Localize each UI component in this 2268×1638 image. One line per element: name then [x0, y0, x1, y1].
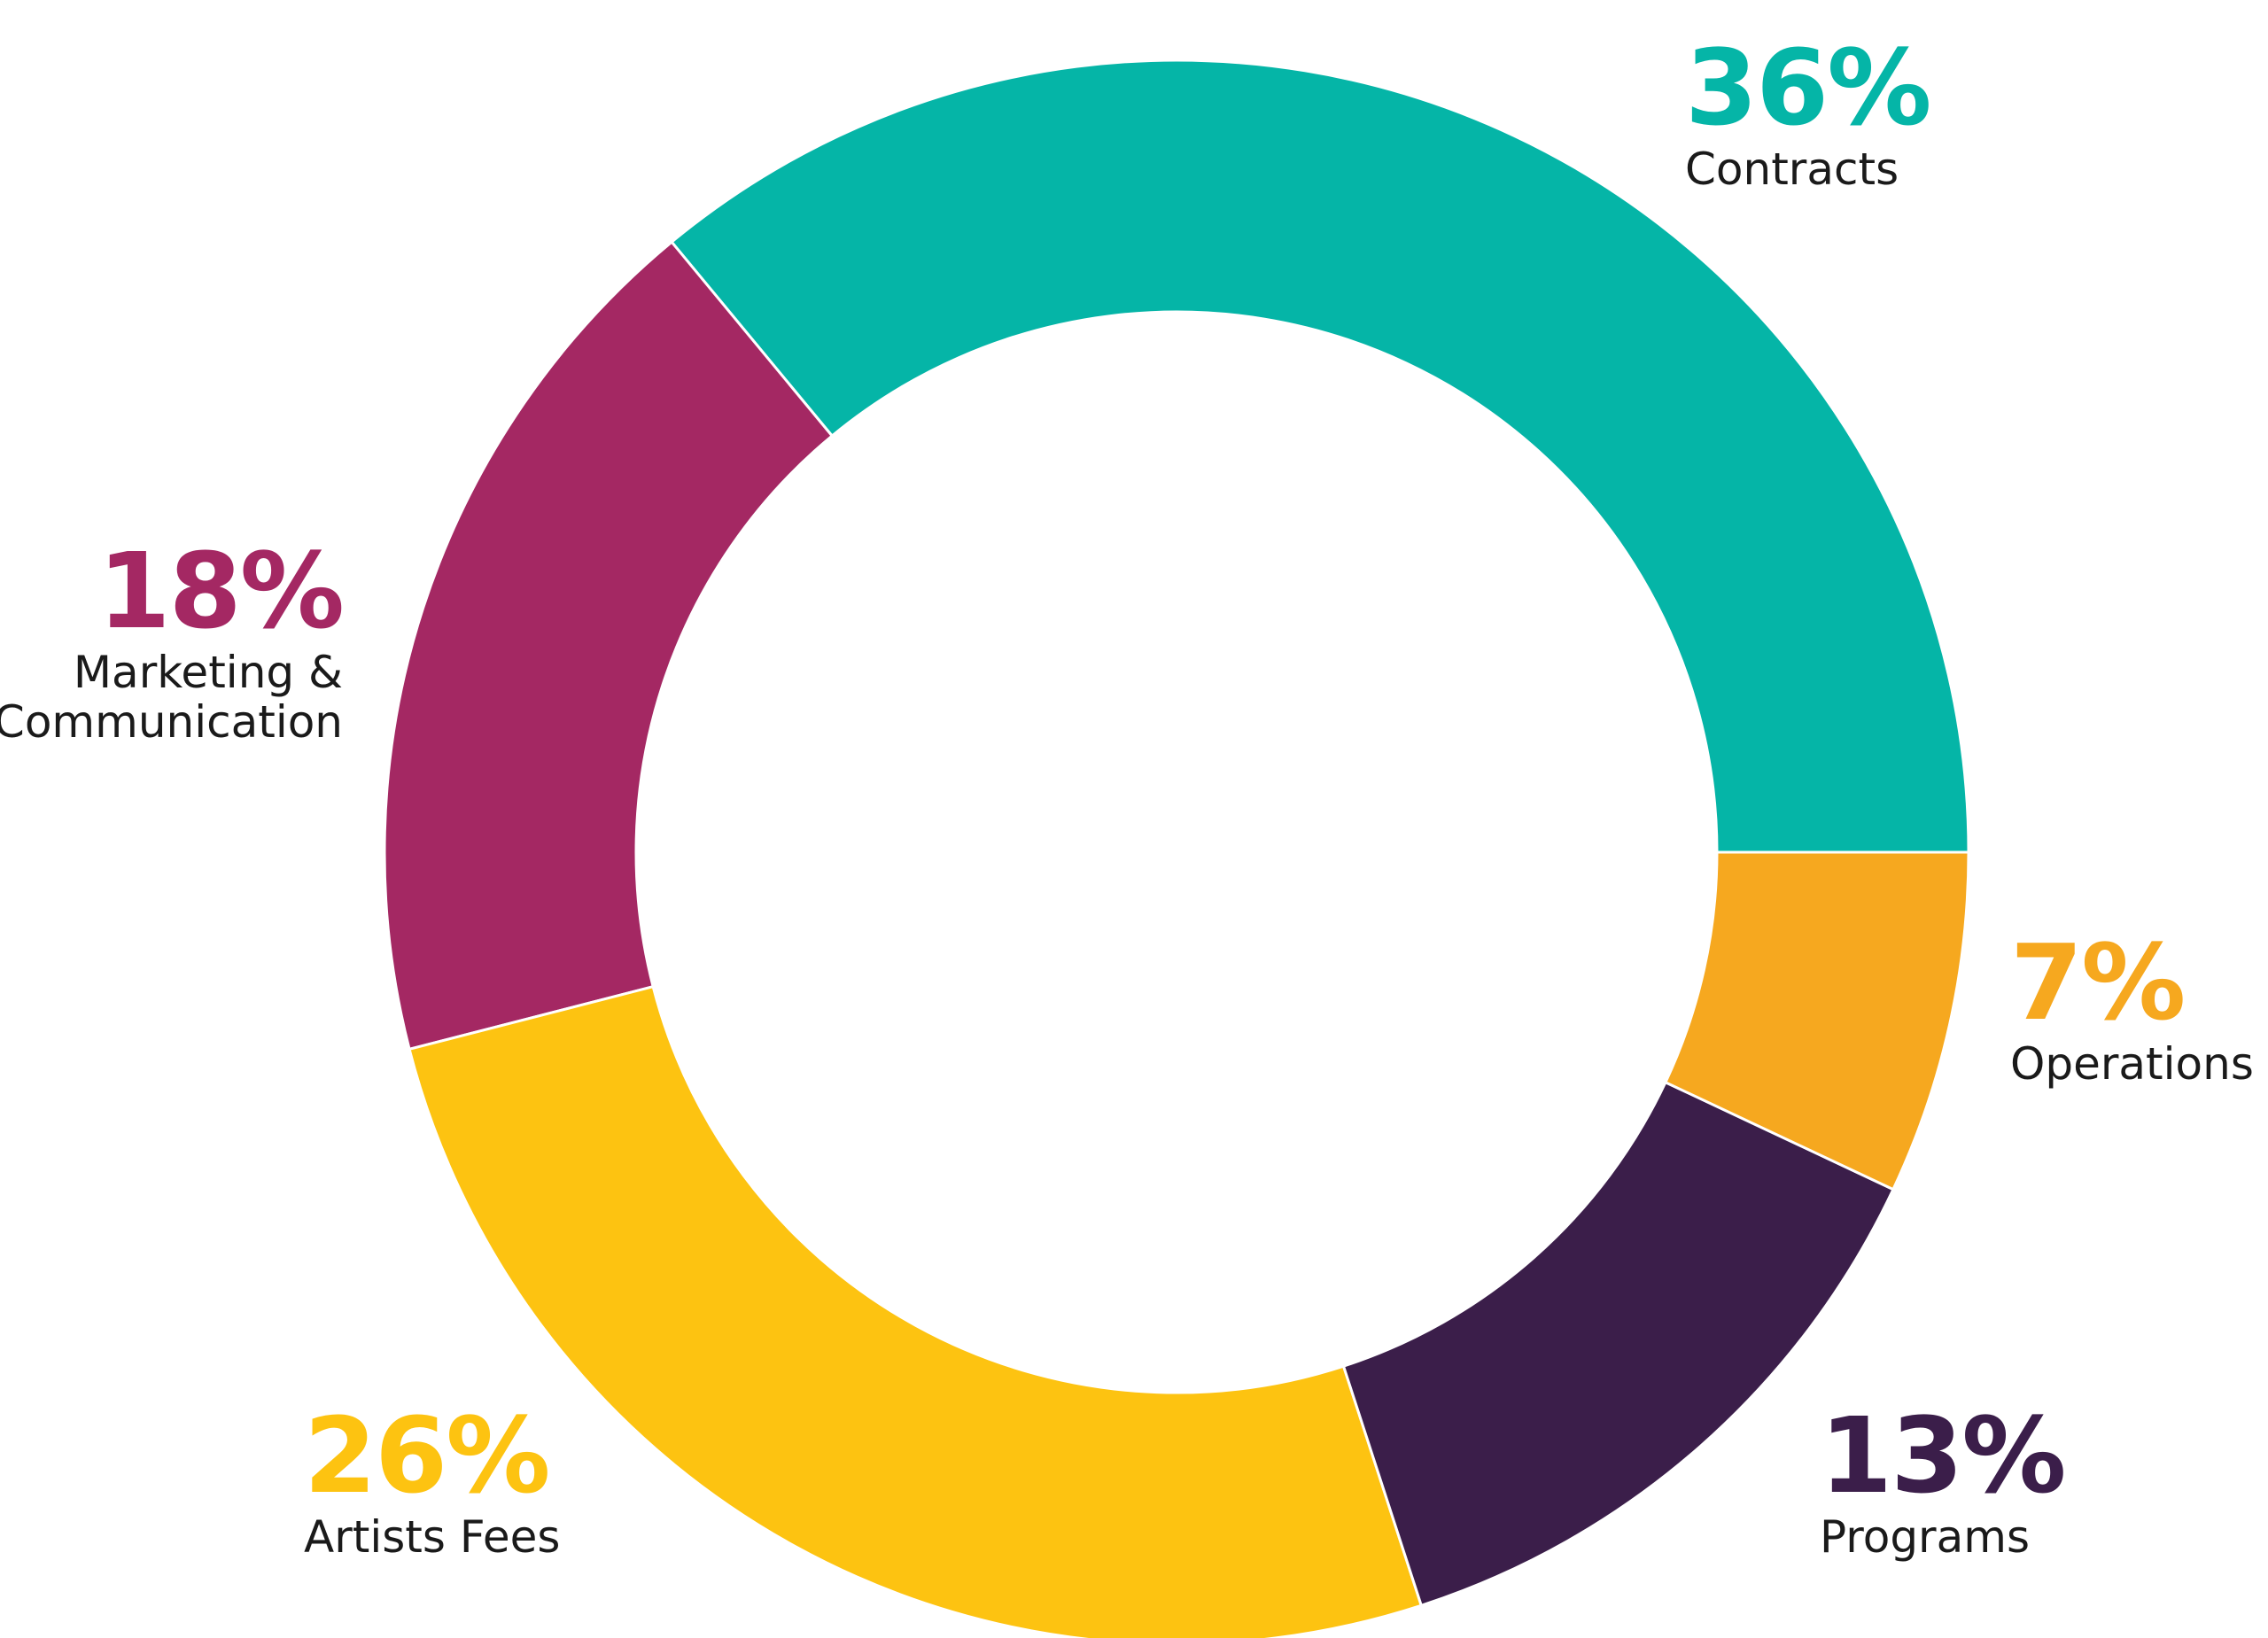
- category-label-contracts: Contracts: [1685, 144, 1899, 195]
- category-label-artists-fees: Artists Fees: [304, 1511, 560, 1563]
- value-label-artists-fees: 26%: [304, 1394, 548, 1517]
- slice-programs: [1341, 1080, 1895, 1608]
- donut-slices: [383, 58, 1970, 1638]
- category-label-operations: Operations: [2010, 1038, 2254, 1090]
- slice-contracts: [670, 58, 1970, 854]
- category-label-marketing-communication-line-2: Communication: [0, 696, 343, 748]
- slice-labels: 36%Contracts 18%Marketing &Communication 2…: [0, 27, 2254, 1563]
- value-label-contracts: 36%: [1685, 27, 1930, 149]
- value-label-programs: 13%: [1820, 1394, 2064, 1517]
- category-label-programs: Programs: [1820, 1511, 2030, 1563]
- value-label-operations: 7%: [2010, 921, 2184, 1044]
- category-label-marketing-communication-line-1: Marketing &: [74, 647, 343, 698]
- slice-artists-fees: [408, 984, 1424, 1638]
- value-label-marketing-communication: 18%: [98, 530, 343, 652]
- slice-marketing-communication: [383, 240, 835, 1052]
- slice-operations: [1663, 850, 1970, 1192]
